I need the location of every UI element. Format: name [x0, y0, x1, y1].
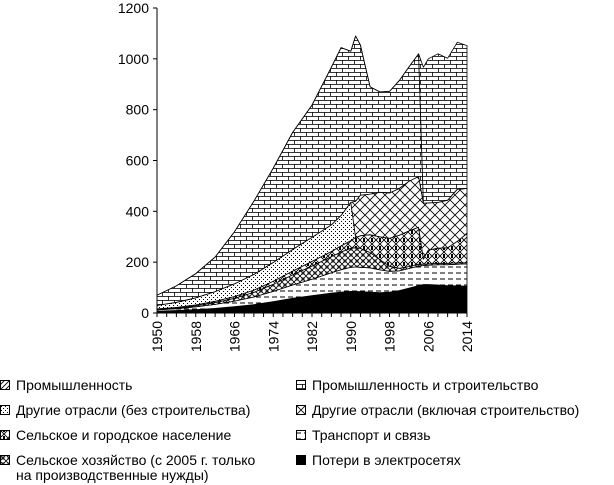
x-tick-label: 1966 [227, 321, 243, 352]
x-tick-label: 2014 [459, 321, 475, 352]
chart-axes: 0 200 400 600 800 1000 1200 1950 1958 1966 1974 198… [118, 0, 475, 352]
legend-swatch [0, 430, 10, 440]
legend-swatch [296, 455, 306, 465]
legend-swatch [296, 380, 306, 390]
x-tick-label: 1974 [265, 321, 281, 352]
legend-label: Другие отрасли (включая строительство) [312, 402, 580, 418]
legend-swatch [0, 380, 10, 390]
legend-item: Промышленность [0, 378, 132, 393]
y-tick-label: 600 [126, 153, 150, 169]
stacked-area-chart: 0 200 400 600 800 1000 1200 1950 1958 1966 1974 198… [118, 0, 475, 352]
legend-item: Другие отрасли (без строительства) [0, 403, 250, 418]
legend-label: Потери в электросетях [312, 452, 461, 468]
y-tick-label: 0 [141, 305, 149, 321]
y-tick-label: 200 [126, 254, 150, 270]
chart-legend: Промышленность Промышленность и строитель… [0, 370, 614, 485]
y-tick-label: 1000 [118, 51, 149, 67]
legend-label: Транспорт и связь [312, 427, 431, 443]
legend-label: Сельское и городское население [16, 427, 232, 443]
x-tick-label: 1990 [343, 321, 359, 352]
legend-item: Сельское хозяйство (с 2005 г. только на … [0, 453, 255, 483]
x-tick-label: 2006 [420, 321, 436, 352]
legend-item: Сельское и городское население [0, 428, 231, 443]
legend-label: Другие отрасли (без строительства) [16, 402, 251, 418]
x-tick-label: 1998 [382, 321, 398, 352]
legend-label: Промышленность [16, 377, 133, 393]
legend-item: Потери в электросетях [296, 453, 461, 468]
area-series [156, 35, 468, 296]
legend-item: Промышленность и строительство [296, 378, 538, 393]
x-tick-label: 1958 [188, 321, 204, 352]
legend-label: Промышленность и строительство [312, 377, 539, 393]
legend-swatch [0, 455, 10, 465]
legend-item: Другие отрасли (включая строительство) [296, 403, 579, 418]
legend-swatch [0, 405, 10, 415]
y-tick-label: 1200 [118, 0, 149, 16]
legend-swatch [296, 405, 306, 415]
x-tick-label: 1982 [304, 321, 320, 352]
legend-item: Транспорт и связь [296, 428, 431, 443]
legend-label: Сельское хозяйство (с 2005 г. только на … [16, 452, 256, 483]
legend-swatch [296, 430, 306, 440]
y-tick-label: 800 [126, 102, 150, 118]
chart-areas [156, 35, 468, 314]
x-tick-label: 1950 [149, 321, 165, 352]
y-tick-label: 400 [126, 203, 150, 219]
